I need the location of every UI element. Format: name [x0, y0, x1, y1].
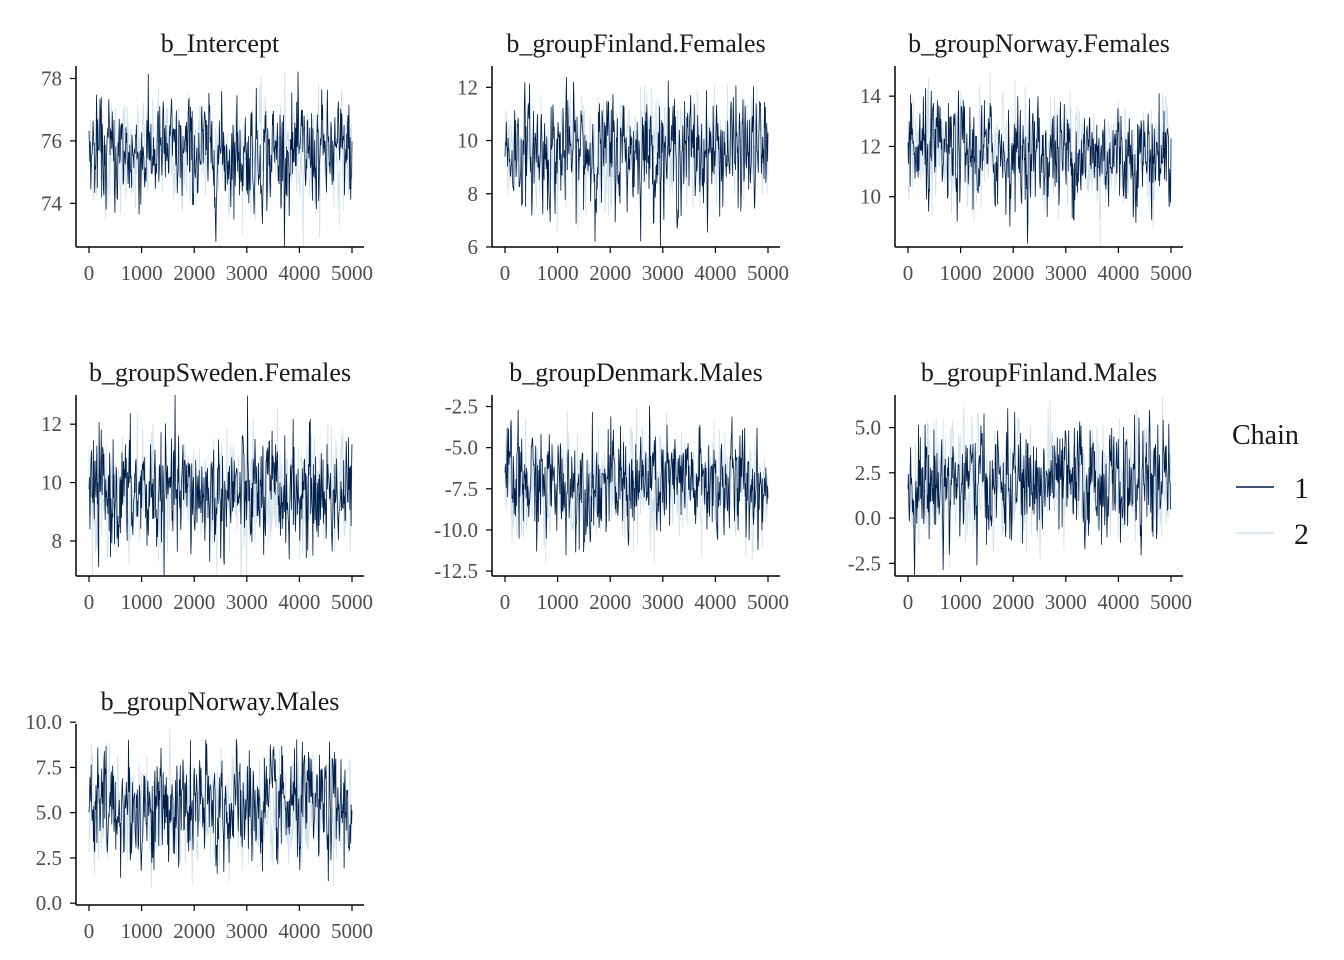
- trace-line-chain-1: [88, 71, 353, 248]
- x-tick-label: 3000: [226, 261, 268, 285]
- y-tick-label: 10: [457, 129, 478, 153]
- trace-line-chain-1: [504, 76, 769, 248]
- x-tick-label: 2000: [589, 261, 631, 285]
- trace-line-chain-1: [88, 739, 353, 882]
- facet-title: b_groupNorway.Females: [908, 29, 1170, 58]
- y-tick-label: 78: [41, 66, 62, 90]
- y-tick-label: -7.5: [445, 477, 478, 501]
- trace-line-chain-2: [504, 407, 769, 564]
- x-tick-label: 1000: [940, 261, 982, 285]
- trace-line-chain-1: [907, 408, 1172, 577]
- legend-label-chain-2: 2: [1294, 518, 1309, 551]
- x-tick-label: 0: [84, 919, 95, 943]
- x-tick-label: 2000: [992, 261, 1034, 285]
- x-tick-label: 4000: [278, 261, 320, 285]
- x-tick-label: 1000: [537, 261, 579, 285]
- x-tick-label: 2000: [173, 261, 215, 285]
- x-tick-label: 3000: [1045, 261, 1087, 285]
- facet-panel: b_groupFinland.Males -2.5 0.0 2.5 5.0 0 1000 20…: [848, 358, 1192, 614]
- y-tick-label: 7.5: [36, 755, 62, 779]
- facet-title: b_groupDenmark.Males: [509, 358, 762, 387]
- x-tick-label: 5000: [331, 261, 373, 285]
- facet-panel: b_groupFinland.Females 6 8 10 12 0 1000 2000 300…: [457, 29, 789, 285]
- x-tick-label: 1000: [121, 261, 163, 285]
- y-tick-label: 74: [41, 191, 63, 215]
- x-tick-label: 3000: [226, 590, 268, 614]
- y-tick-label: 10.0: [25, 710, 62, 734]
- x-tick-label: 4000: [278, 919, 320, 943]
- x-tick-label: 4000: [694, 590, 736, 614]
- y-tick-label: -12.5: [434, 559, 478, 583]
- x-tick-label: 1000: [121, 919, 163, 943]
- legend-label-chain-1: 1: [1294, 472, 1309, 505]
- y-tick-label: 0.0: [855, 506, 881, 530]
- x-tick-label: 4000: [1097, 590, 1139, 614]
- x-tick-label: 2000: [173, 919, 215, 943]
- x-tick-label: 4000: [278, 590, 320, 614]
- facet-panel: b_groupNorway.Females 10 12 14 0 1000 2000 3000…: [860, 29, 1192, 285]
- y-tick-label: 14: [860, 84, 882, 108]
- facet-panel: b_Intercept 74 76 78 0 1000 2000 3000 4000 5000: [41, 29, 373, 285]
- y-tick-label: 0.0: [36, 891, 62, 915]
- y-tick-label: 2.5: [855, 461, 881, 485]
- y-tick-label: 8: [52, 529, 63, 553]
- facet-title: b_groupFinland.Males: [921, 358, 1157, 387]
- facet-panel: b_groupSweden.Females 8 10 12 0 1000 2000 3000 4…: [41, 358, 373, 614]
- y-tick-label: 76: [41, 129, 62, 153]
- y-tick-label: -2.5: [848, 551, 881, 575]
- facet-title: b_groupSweden.Females: [89, 358, 351, 387]
- facet-title: b_groupNorway.Males: [101, 687, 340, 716]
- x-tick-label: 1000: [940, 590, 982, 614]
- x-tick-label: 5000: [747, 261, 789, 285]
- x-tick-label: 5000: [331, 590, 373, 614]
- y-tick-label: 10: [860, 185, 881, 209]
- x-tick-label: 0: [84, 590, 95, 614]
- x-tick-label: 0: [903, 261, 914, 285]
- x-tick-label: 2000: [173, 590, 215, 614]
- y-tick-label: 2.5: [36, 846, 62, 870]
- x-tick-label: 2000: [589, 590, 631, 614]
- y-tick-label: -5.0: [445, 436, 478, 460]
- x-tick-label: 3000: [226, 919, 268, 943]
- x-tick-label: 0: [500, 261, 511, 285]
- y-tick-label: -2.5: [445, 395, 478, 419]
- x-tick-label: 4000: [694, 261, 736, 285]
- x-tick-label: 2000: [992, 590, 1034, 614]
- legend-title: Chain: [1232, 420, 1299, 451]
- x-tick-label: 5000: [1150, 261, 1192, 285]
- trace-line-chain-1: [88, 394, 353, 576]
- x-tick-label: 3000: [642, 261, 684, 285]
- x-tick-label: 3000: [642, 590, 684, 614]
- y-tick-label: 5.0: [855, 416, 881, 440]
- y-tick-label: 5.0: [36, 801, 62, 825]
- facet-title: b_Intercept: [161, 29, 280, 58]
- y-tick-label: 10: [41, 471, 62, 495]
- x-tick-label: 1000: [537, 590, 579, 614]
- facet-title: b_groupFinland.Females: [506, 29, 765, 58]
- chain-legend: Chain 1 2: [1232, 420, 1309, 551]
- x-tick-label: 1000: [121, 590, 163, 614]
- y-tick-label: 12: [41, 412, 62, 436]
- trace-line-chain-1: [504, 405, 769, 556]
- y-tick-label: 8: [468, 182, 479, 206]
- x-tick-label: 0: [500, 590, 511, 614]
- x-tick-label: 0: [84, 261, 95, 285]
- x-tick-label: 5000: [747, 590, 789, 614]
- y-tick-label: 12: [860, 134, 881, 158]
- x-tick-label: 5000: [331, 919, 373, 943]
- x-tick-label: 4000: [1097, 261, 1139, 285]
- x-tick-label: 0: [903, 590, 914, 614]
- x-tick-label: 3000: [1045, 590, 1087, 614]
- facet-panel: b_groupDenmark.Males -12.5 -10.0 -7.5 -5.0 -2…: [434, 358, 789, 614]
- x-tick-label: 5000: [1150, 590, 1192, 614]
- y-tick-label: 6: [468, 235, 479, 259]
- y-tick-label: 12: [457, 75, 478, 99]
- y-tick-label: -10.0: [434, 518, 478, 542]
- facet-panel: b_groupNorway.Males 0.0 2.5 5.0 7.5 10.0 0 1000…: [25, 687, 373, 943]
- trace-line-chain-1: [907, 88, 1172, 244]
